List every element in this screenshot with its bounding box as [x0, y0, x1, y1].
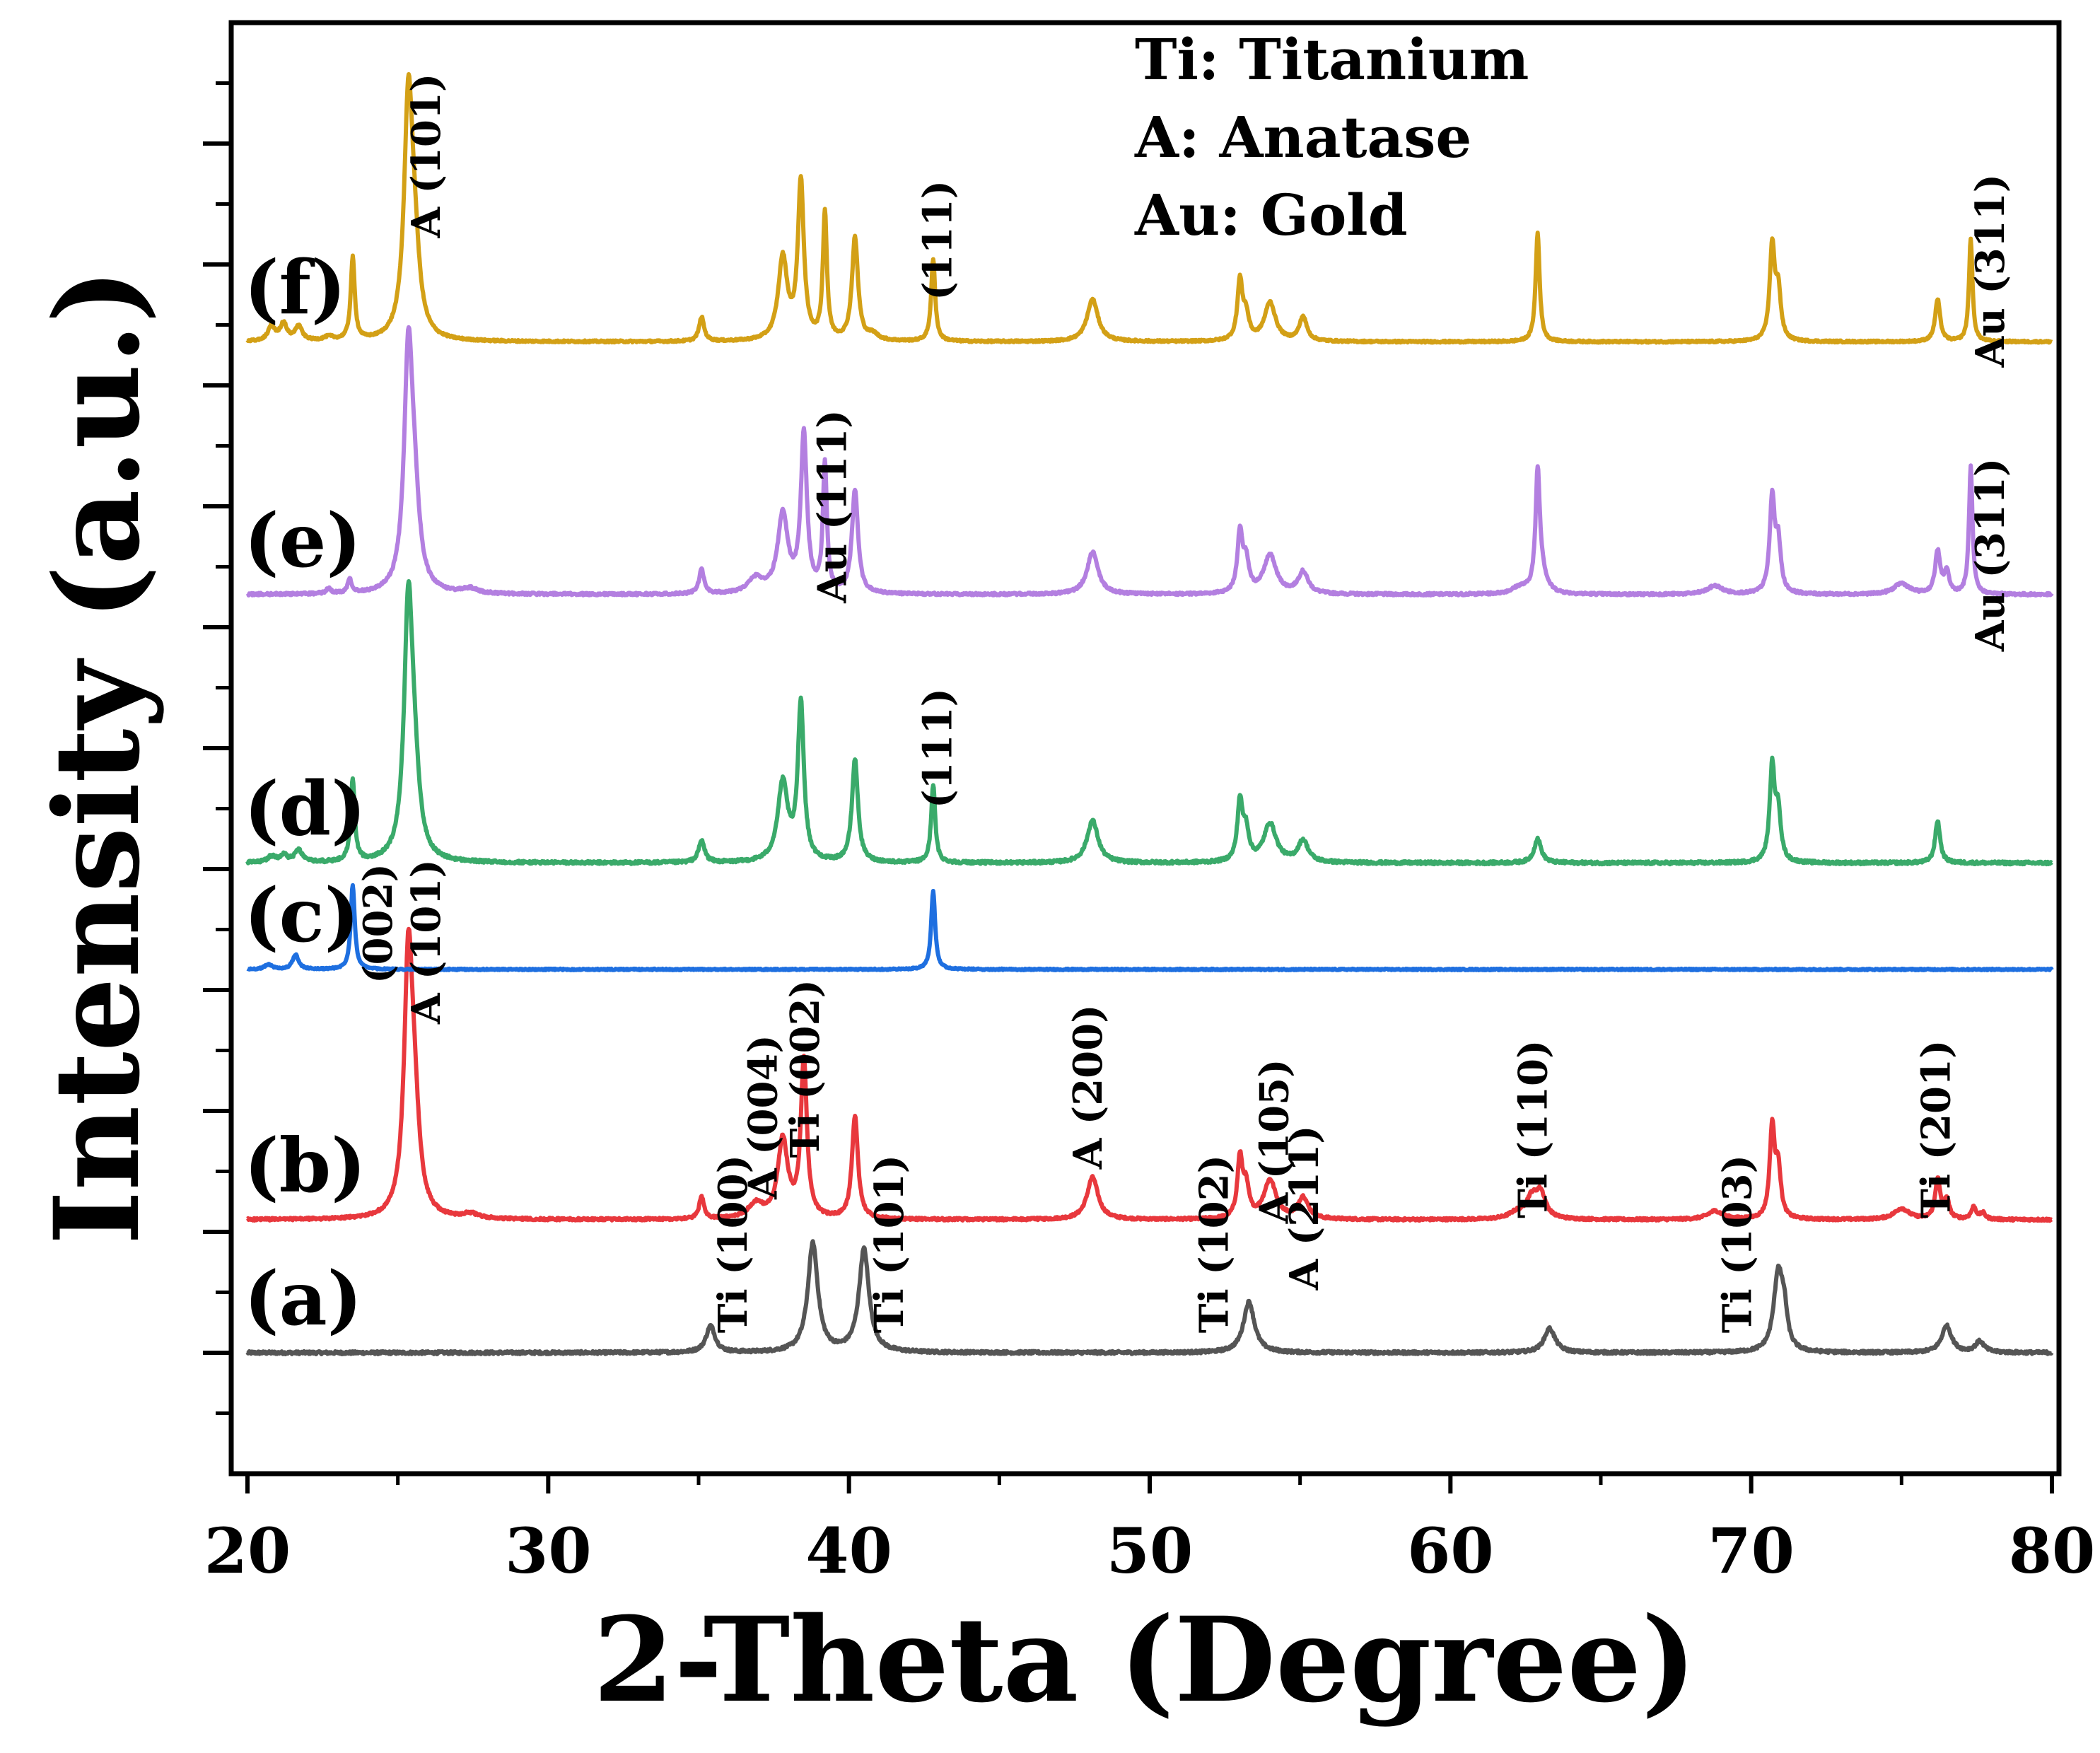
legend: Ti: Titanium A: Anatase Au: Gold	[1134, 26, 1529, 248]
peak-annotation: Ti (201)	[1913, 1040, 1959, 1218]
series-line	[245, 926, 2054, 1223]
series-layer	[245, 72, 2054, 1356]
series-line	[245, 883, 2054, 972]
peak-annotation: A (004)	[740, 1035, 787, 1200]
peak-annotation: A (200)	[1065, 1004, 1112, 1170]
x-tick-label: 50	[1107, 1514, 1193, 1588]
series-line	[245, 72, 2054, 345]
legend-item-anatase: A: Anatase	[1134, 104, 1471, 170]
series-line	[245, 579, 2054, 867]
series-label: (a)	[244, 1254, 362, 1342]
legend-item-titanium: Ti: Titanium	[1135, 26, 1529, 93]
series-label: (e)	[244, 496, 361, 584]
annotation-layer: (a) Ti (100) Ti (101) Ti (102) Ti (103) (b) A …	[244, 74, 2014, 1342]
x-tick-label: 70	[1708, 1514, 1794, 1588]
peak-annotation: Ti (110)	[1510, 1040, 1556, 1218]
peak-annotation: Au (311)	[1967, 174, 2014, 368]
peak-annotation: (111)	[914, 688, 961, 808]
peak-annotation: A (105)	[1252, 1059, 1298, 1224]
peak-annotation: Ti (101)	[866, 1155, 913, 1333]
series-line	[245, 1239, 2054, 1356]
peak-annotation: Ti (103)	[1715, 1155, 1761, 1333]
series-label: (c)	[244, 871, 359, 959]
y-axis-label: Intensity (a.u.)	[28, 268, 165, 1245]
peak-annotation: Au (311)	[1967, 458, 2014, 653]
x-tick-label: 80	[2009, 1514, 2095, 1588]
peak-annotation: Au (111)	[809, 409, 856, 604]
series-label: (d)	[244, 764, 366, 852]
axis-ticks	[203, 81, 2054, 1493]
series-line	[245, 325, 2054, 598]
peak-annotation: (111)	[914, 180, 961, 301]
peak-annotation: A (211)	[1281, 1125, 1328, 1291]
peak-annotation: Ti (102)	[1191, 1155, 1238, 1333]
series-label: (b)	[244, 1122, 366, 1209]
x-tick-label: 30	[505, 1514, 591, 1588]
x-tick-label: 60	[1407, 1514, 1493, 1588]
peak-annotation: Ti (100)	[710, 1155, 757, 1333]
peak-annotation: A (101)	[403, 74, 450, 239]
x-tick-label: 20	[204, 1514, 291, 1588]
series-label: (f)	[244, 243, 346, 331]
legend-item-gold: Au: Gold	[1134, 182, 1408, 248]
x-tick-labels: 20 30 40 50 60 70 80	[204, 1514, 2095, 1588]
peak-annotation: Ti (002)	[782, 979, 829, 1158]
peak-annotation: (002)	[355, 863, 402, 984]
peak-annotation: A (101)	[403, 859, 450, 1025]
x-axis-label: 2-Theta (Degree)	[593, 1591, 1697, 1728]
x-tick-label: 40	[805, 1514, 892, 1588]
